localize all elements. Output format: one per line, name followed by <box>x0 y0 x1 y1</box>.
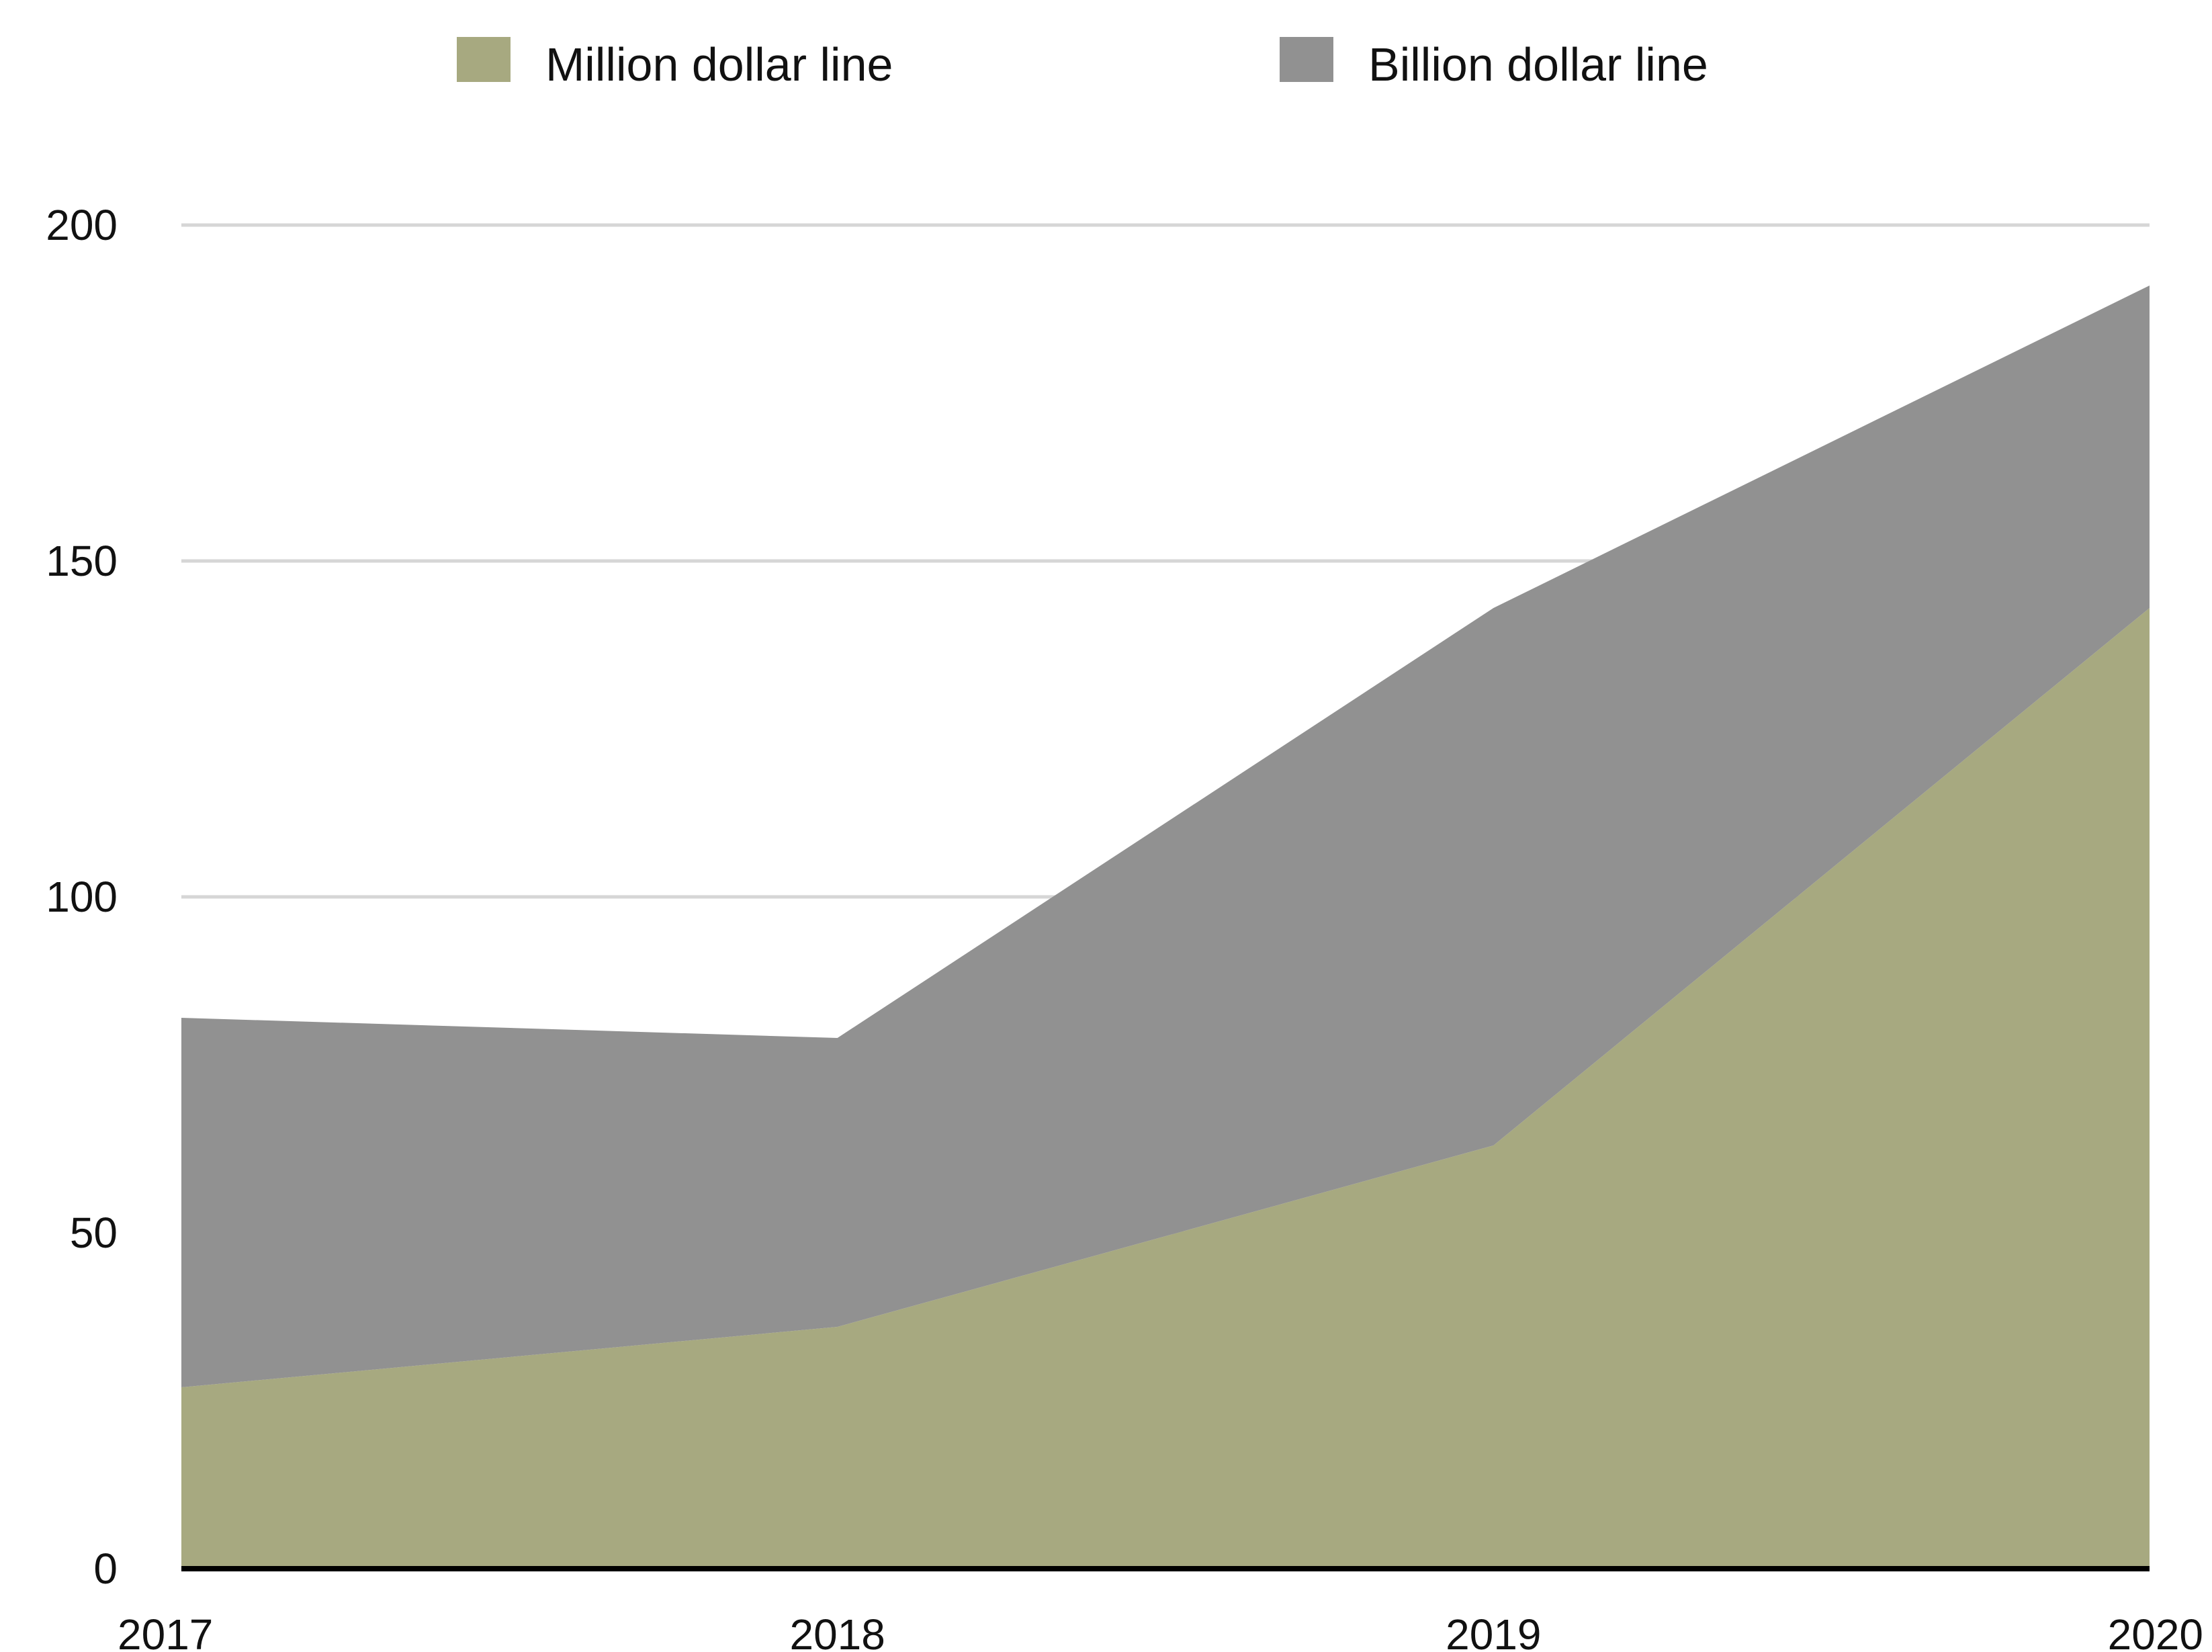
x-tick-label-2017: 2017 <box>118 1610 213 1652</box>
y-tick-label-0: 0 <box>93 1545 118 1593</box>
legend-swatch <box>457 37 511 82</box>
area-series-1 <box>181 608 2150 1569</box>
area-series <box>181 286 2150 1569</box>
area-series-2 <box>181 286 2150 1387</box>
x-tick-label-2018: 2018 <box>789 1610 885 1652</box>
legend: Million dollar line Billion dollar line <box>457 37 1708 91</box>
x-tick-label-2020: 2020 <box>2108 1610 2203 1652</box>
legend-label: Million dollar line <box>545 38 893 91</box>
y-axis-tick-labels: 0 50 100 150 200 <box>46 201 118 1593</box>
y-tick-label-150: 150 <box>46 537 118 585</box>
x-axis-tick-labels: 2017 2018 2019 2020 <box>118 1610 2203 1652</box>
legend-item-2: Billion dollar line <box>1280 37 1708 91</box>
legend-swatch <box>1280 37 1333 82</box>
y-tick-label-50: 50 <box>70 1209 118 1257</box>
y-tick-label-100: 100 <box>46 873 118 921</box>
legend-item-1: Million dollar line <box>457 37 893 91</box>
legend-label: Billion dollar line <box>1368 38 1708 91</box>
x-tick-label-2019: 2019 <box>1446 1610 1541 1652</box>
y-tick-label-200: 200 <box>46 201 118 249</box>
